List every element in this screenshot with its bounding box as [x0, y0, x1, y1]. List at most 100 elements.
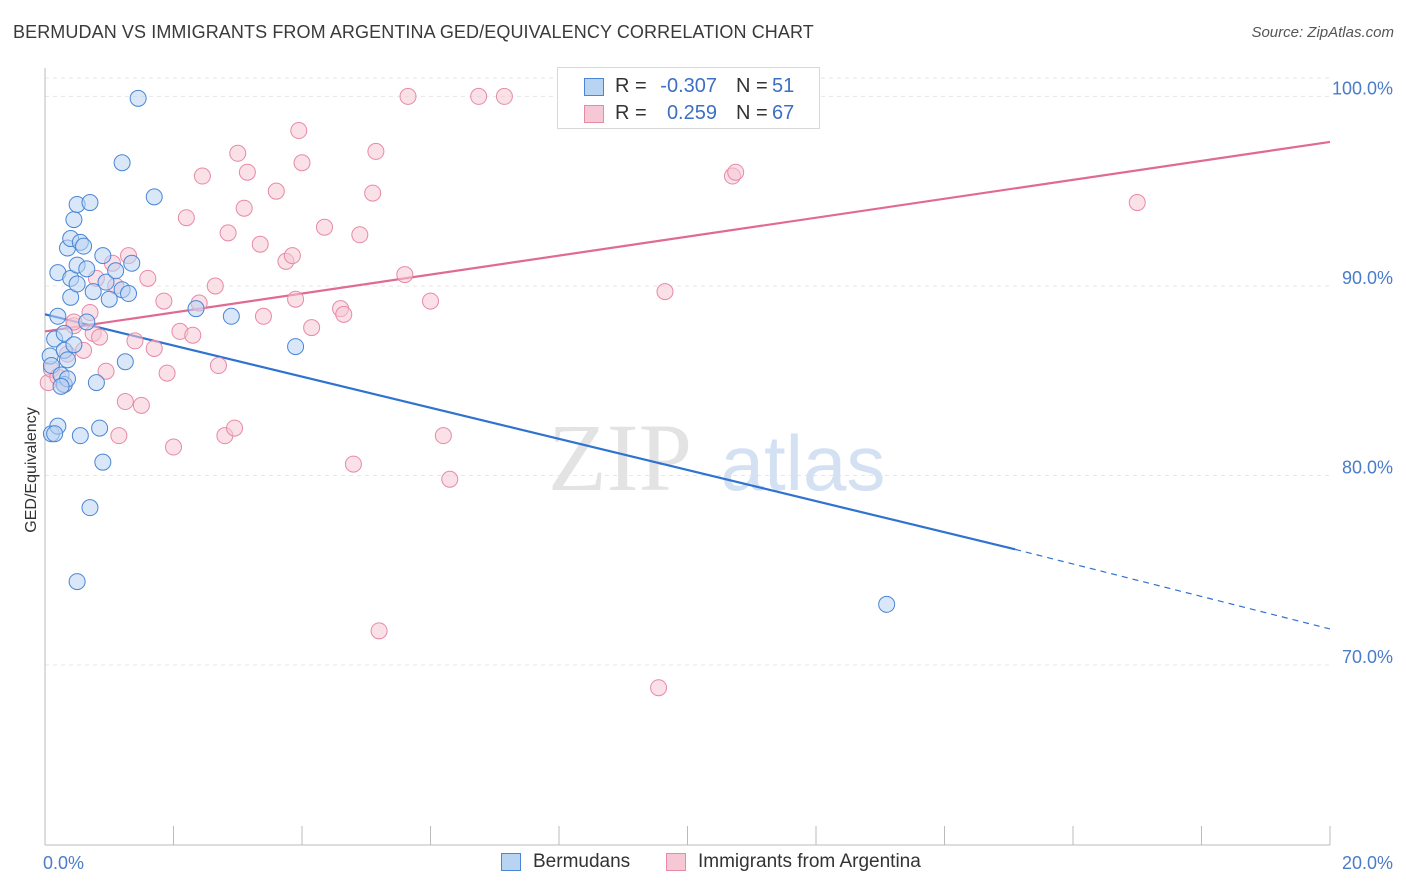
point-argentina [145, 339, 163, 357]
point-argentina [158, 364, 176, 382]
x-tick-label: 20.0% [1342, 853, 1393, 873]
point-argentina [132, 396, 150, 414]
y-tick-label: 70.0% [1342, 647, 1393, 667]
point-argentina [351, 226, 369, 244]
point-bermudans [107, 262, 125, 280]
point-argentina [110, 427, 128, 445]
legend-swatch-pink [584, 105, 604, 123]
point-argentina [315, 218, 333, 236]
watermark-zip: ZIP [548, 404, 692, 511]
point-bermudans [84, 283, 102, 301]
point-bermudans [94, 247, 112, 265]
point-argentina [441, 470, 459, 488]
point-argentina [254, 307, 272, 325]
point-argentina [229, 144, 247, 162]
grid-lines [45, 77, 1330, 666]
point-argentina [1128, 194, 1146, 212]
point-bermudans [71, 427, 89, 445]
point-bermudans [123, 254, 141, 272]
chart-title: BERMUDAN VS IMMIGRANTS FROM ARGENTINA GE… [13, 22, 814, 42]
point-bermudans [78, 313, 96, 331]
point-bermudans [55, 324, 73, 342]
point-bermudans [120, 285, 138, 303]
point-argentina [293, 154, 311, 172]
point-argentina [396, 266, 414, 284]
legend-swatch-pink [666, 853, 686, 871]
point-bermudans [87, 374, 105, 392]
point-bermudans [78, 260, 96, 278]
x-tick-label: 0.0% [43, 853, 84, 873]
point-argentina [238, 163, 256, 181]
point-argentina [650, 679, 668, 697]
point-bermudans [46, 425, 64, 443]
point-argentina [155, 292, 173, 310]
point-argentina [226, 419, 244, 437]
point-argentina [335, 305, 353, 323]
legend-r-value: -0.307 [660, 75, 717, 97]
point-argentina [422, 292, 439, 310]
point-bermudans [52, 377, 70, 395]
point-bermudans [113, 154, 131, 172]
legend-label: Bermudans [533, 851, 631, 872]
point-bermudans [100, 290, 118, 308]
point-argentina [177, 209, 195, 227]
y-tick-labels: 100.0% 90.0% 80.0% 70.0% [1332, 78, 1393, 667]
point-argentina [287, 290, 305, 308]
legend-swatch-blue [584, 78, 604, 96]
legend-n-label: N = [736, 75, 768, 97]
point-bermudans [81, 499, 99, 517]
point-argentina [434, 427, 452, 445]
point-argentina [470, 87, 488, 105]
legend-row-argentina: R = 0.259 N = 67 [558, 101, 819, 127]
series-legend: Bermudans Immigrants from Argentina [0, 851, 1406, 877]
watermark: ZIP atlas [548, 404, 885, 511]
point-bermudans [94, 453, 112, 471]
legend-label: Immigrants from Argentina [698, 851, 921, 872]
point-bermudans [187, 300, 205, 318]
point-argentina [193, 167, 211, 185]
trend-line-argentina [44, 140, 1331, 333]
point-argentina [139, 269, 157, 287]
point-argentina [495, 87, 513, 105]
point-argentina [184, 326, 202, 344]
point-bermudans [97, 273, 115, 291]
point-argentina [251, 235, 269, 253]
point-argentina [126, 332, 144, 350]
point-argentina [303, 319, 321, 337]
point-bermudans [68, 573, 86, 591]
point-bermudans [116, 353, 134, 371]
point-bermudans [65, 336, 83, 354]
watermark-atlas: atlas [721, 419, 886, 507]
source-label: Source: ZipAtlas.com [1251, 24, 1394, 41]
trend-line-bermudans [44, 313, 1016, 551]
stats-legend: R = -0.307 N = 51 R = 0.259 N = 67 [557, 67, 820, 129]
trend-line-bermudans-extension [1015, 548, 1331, 630]
legend-r-value: 0.259 [666, 102, 717, 124]
point-argentina [344, 455, 362, 473]
legend-n-value: 51 [772, 75, 795, 97]
point-bermudans [287, 338, 305, 356]
point-bermudans [129, 89, 147, 107]
point-argentina [364, 184, 382, 202]
point-bermudans [65, 211, 83, 229]
point-argentina [290, 122, 308, 140]
point-argentina [97, 362, 115, 380]
point-argentina [219, 224, 237, 242]
point-argentina [370, 622, 388, 640]
point-argentina [367, 142, 385, 160]
point-argentina [206, 277, 224, 295]
y-tick-label: 80.0% [1342, 457, 1393, 477]
point-argentina [91, 328, 109, 346]
legend-r-label: R = [615, 75, 647, 97]
point-argentina [267, 182, 285, 200]
point-argentina [209, 357, 227, 375]
point-argentina [656, 283, 674, 301]
point-argentina [399, 87, 417, 105]
point-bermudans [878, 595, 896, 613]
point-bermudans [68, 275, 86, 293]
legend-n-value: 67 [772, 102, 795, 124]
y-tick-label: 90.0% [1342, 268, 1393, 288]
point-argentina [165, 438, 182, 456]
point-bermudans [145, 188, 163, 206]
